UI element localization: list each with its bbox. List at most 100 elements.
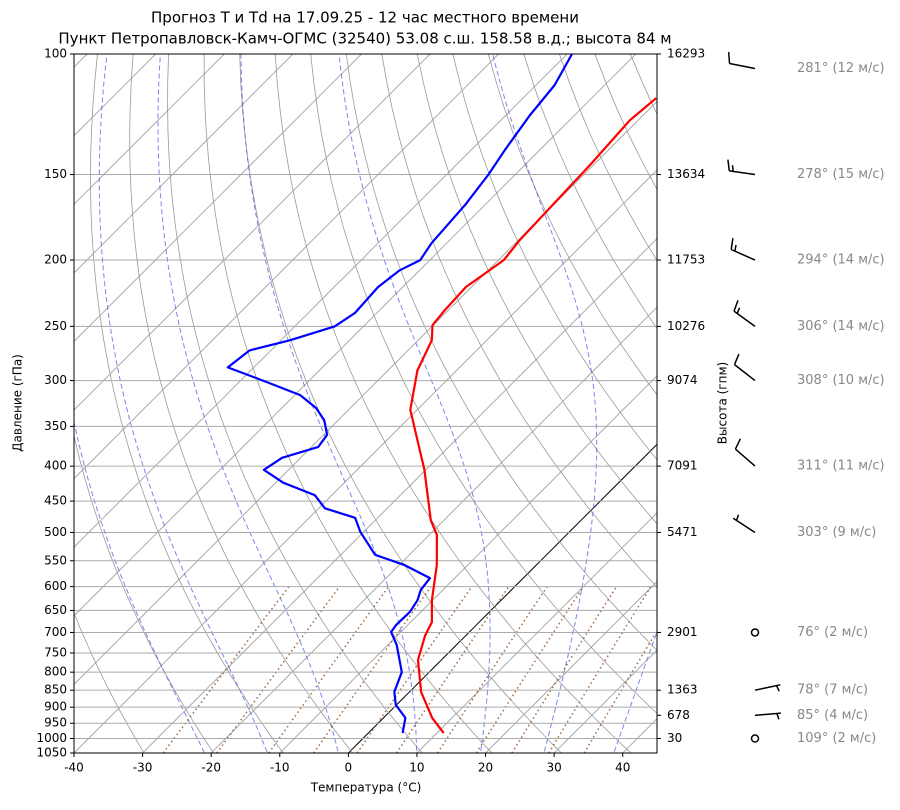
moist-adiabat	[493, 54, 597, 767]
y-tick-label: 1050	[36, 746, 67, 760]
y2-tick-label: 678	[667, 708, 690, 722]
isotherm	[472, 23, 900, 767]
y-tick-label: 200	[44, 253, 67, 267]
y2-axis-label: Высота (гпм)	[716, 362, 730, 444]
y-tick-label: 600	[44, 579, 67, 593]
x-tick-label: 0	[345, 761, 353, 775]
y2-tick-label: 1363	[667, 683, 698, 697]
mixing-ratio-line	[357, 587, 472, 753]
y2-tick-label: 30	[667, 731, 682, 745]
isotherm	[746, 23, 900, 767]
x-tick-label: -30	[133, 761, 153, 775]
chart-title: Прогноз T и Td на 17.09.25 - 12 час мест…	[151, 9, 579, 27]
y2-tick-label: 10276	[667, 319, 705, 333]
wind-label: 76° (2 м/с)	[797, 625, 868, 640]
y-tick-label: 250	[44, 319, 67, 333]
dry-adiabat	[653, 23, 900, 767]
chart-subtitle: Пункт Петропавловск-Камч-ОГМС (32540) 53…	[58, 30, 671, 48]
y-tick-label: 800	[44, 665, 67, 679]
wind-label: 278° (15 м/с)	[797, 167, 885, 182]
isotherm	[60, 23, 804, 767]
wind-label: 306° (14 м/с)	[797, 319, 885, 334]
y2-tick-label: 7091	[667, 459, 698, 473]
x-tick-label: 30	[546, 761, 561, 775]
dry-adiabat	[7, 23, 152, 767]
wind-barb	[731, 238, 755, 260]
dry-adiabat	[722, 23, 900, 767]
moist-adiabat	[241, 54, 417, 767]
wind-label: 303° (9 м/с)	[797, 525, 876, 540]
dry-adiabat	[481, 23, 900, 767]
dry-adiabat	[757, 23, 900, 767]
y-tick-label: 1000	[36, 731, 67, 745]
y2-tick-label: 2901	[667, 625, 698, 639]
isotherm	[197, 23, 900, 767]
wind-barb	[735, 354, 756, 380]
isotherm	[0, 23, 187, 767]
wind-label: 281° (12 м/с)	[797, 61, 885, 76]
y-tick-label: 750	[44, 645, 67, 659]
y2-tick-label: 5471	[667, 525, 698, 539]
y-tick-label: 350	[44, 419, 67, 433]
y2-tick-label: 11753	[667, 253, 705, 267]
moist-adiabat	[339, 54, 490, 767]
wind-barb	[729, 52, 755, 68]
y-axis-label: Давление (гПа)	[11, 354, 25, 452]
dry-adiabat	[860, 23, 900, 767]
moist-adiabat	[54, 54, 212, 767]
y-tick-label: 850	[44, 683, 67, 697]
y-tick-label: 950	[44, 716, 67, 730]
x-axis-label: Температура (°C)	[310, 781, 422, 795]
x-tick-label: 40	[615, 761, 630, 775]
x-tick-label: -10	[270, 761, 290, 775]
wind-calm	[752, 735, 759, 742]
dry-adiabat	[239, 23, 575, 767]
isotherm	[0, 23, 50, 767]
y-tick-label: 400	[44, 459, 67, 473]
wind-barb	[733, 515, 755, 533]
y2-tick-label: 16293	[667, 47, 705, 61]
wind-barb	[755, 685, 780, 691]
dry-adiabat	[91, 23, 294, 767]
y-tick-label: 300	[44, 373, 67, 387]
isotherm	[0, 23, 530, 767]
x-tick-label: 10	[409, 761, 424, 775]
wind-barb	[734, 300, 755, 326]
isotherm	[678, 23, 900, 767]
mixing-ratio-line	[217, 587, 340, 753]
dry-adiabat	[791, 23, 900, 767]
dry-adiabat	[412, 23, 900, 767]
y2-tick-label: 13634	[667, 167, 705, 181]
wind-label: 308° (10 м/с)	[797, 373, 885, 388]
mixing-ratio-line	[163, 587, 289, 753]
y-tick-label: 900	[44, 700, 67, 714]
moist-adiabat	[609, 54, 784, 767]
dry-adiabat	[130, 23, 364, 767]
y-tick-label: 500	[44, 525, 67, 539]
y-tick-label: 100	[44, 47, 67, 61]
wind-label: 311° (11 м/с)	[797, 459, 885, 474]
isotherm	[0, 23, 256, 767]
isotherm	[0, 23, 461, 767]
y-tick-label: 650	[44, 603, 67, 617]
x-tick-label: 20	[478, 761, 493, 775]
dry-adiabat	[308, 23, 716, 767]
y-tick-label: 550	[44, 553, 67, 567]
wind-calm	[752, 629, 759, 636]
y-tick-label: 450	[44, 494, 67, 508]
wind-label: 78° (7 м/с)	[797, 683, 868, 698]
mixing-ratio-line	[584, 587, 684, 753]
wind-label: 85° (4 м/с)	[797, 708, 868, 723]
dry-adiabat	[619, 23, 900, 767]
dry-adiabat	[584, 23, 900, 767]
y-tick-label: 150	[44, 167, 67, 181]
wind-barb	[728, 160, 755, 175]
isotherm	[129, 23, 873, 767]
x-tick-label: -40	[64, 761, 84, 775]
y2-tick-label: 9074	[667, 373, 698, 387]
isotherm	[0, 23, 736, 767]
x-tick-label: -20	[201, 761, 221, 775]
wind-label: 109° (2 м/с)	[797, 731, 876, 746]
y-tick-label: 700	[44, 625, 67, 639]
